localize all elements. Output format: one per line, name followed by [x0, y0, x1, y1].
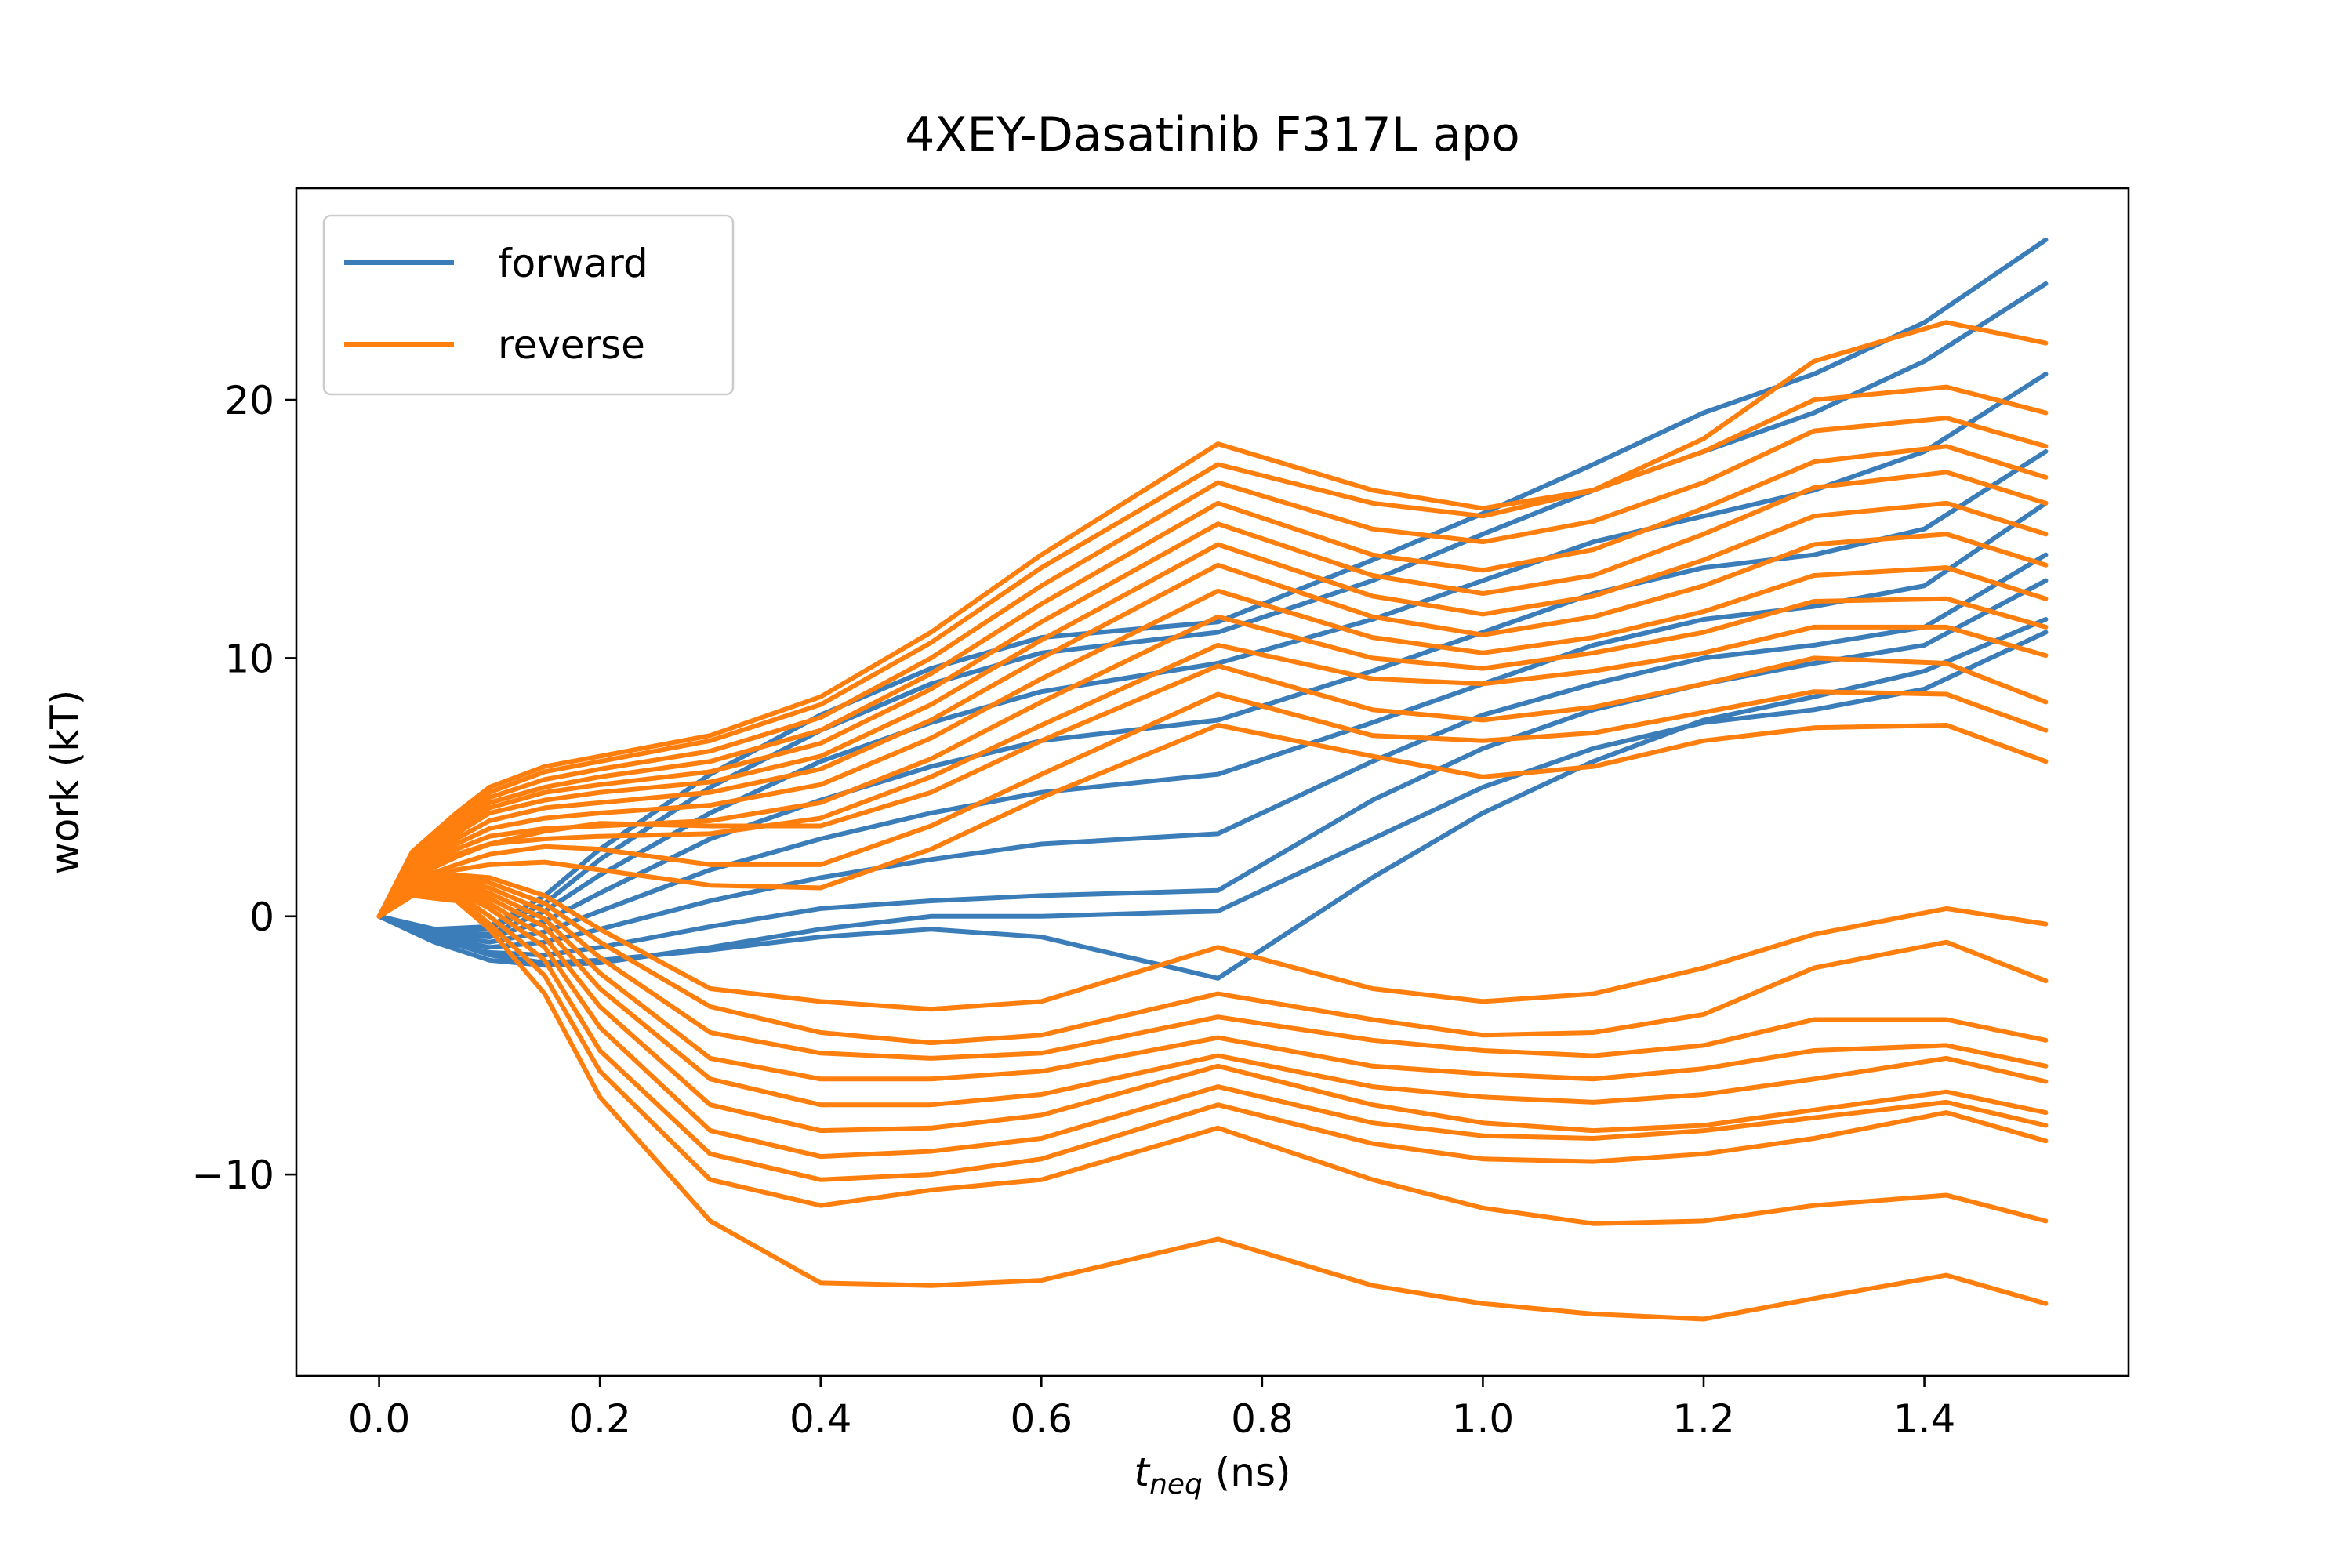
- legend-label-forward: forward: [498, 241, 648, 286]
- reverse-trajectory-20: [376, 887, 2049, 1160]
- y-axis: −10 0 10 20: [191, 378, 296, 1198]
- reverse-trajectory-13: [376, 723, 2049, 919]
- reverse-trajectory-4: [376, 444, 2049, 919]
- reverse-trajectory-19: [376, 885, 2049, 1134]
- reverse-trajectory-7: [376, 532, 2049, 919]
- reverse-trajectory-14: [376, 873, 2049, 1012]
- reverse-trajectory-8: [376, 565, 2049, 919]
- y-axis-label: work (kT): [42, 690, 88, 874]
- x-tick-label: 0.8: [1231, 1396, 1294, 1442]
- reverse-trajectory-21: [376, 891, 2049, 1182]
- reverse-trajectory-5: [376, 470, 2049, 919]
- reverse-trajectory-12: [376, 689, 2049, 919]
- chart-title: 4XEY-Dasatinib F317L apo: [905, 107, 1520, 162]
- reverse-trajectory-22: [376, 893, 2049, 1226]
- reverse-trajectory-6: [376, 500, 2049, 919]
- forward-trajectory-1: [376, 630, 2049, 968]
- y-tick-label: 20: [224, 378, 274, 423]
- series-reverse: [376, 320, 2049, 1322]
- reverse-trajectory-18: [376, 883, 2049, 1108]
- legend-label-reverse: reverse: [498, 322, 645, 368]
- axes-frame: [295, 187, 2130, 1377]
- reverse-trajectory-17: [376, 880, 2049, 1082]
- reverse-trajectory-1: [376, 320, 2049, 919]
- y-tick-label: 10: [224, 636, 274, 681]
- reverse-trajectory-16: [376, 877, 2049, 1061]
- reverse-trajectory-3: [376, 416, 2049, 919]
- x-tick-label: 0.0: [348, 1396, 411, 1442]
- x-tick-label: 1.0: [1452, 1396, 1515, 1442]
- reverse-trajectory-2: [376, 384, 2049, 919]
- reverse-trajectory-9: [376, 596, 2049, 919]
- x-tick-label: 1.2: [1672, 1396, 1735, 1442]
- x-axis-label-subscript: neq: [1149, 1468, 1203, 1501]
- x-axis-label-unit: (ns): [1203, 1450, 1291, 1495]
- x-axis-label: tneq (ns): [1134, 1450, 1290, 1501]
- reverse-trajectory-15: [376, 875, 2049, 1046]
- plot-area: [376, 237, 2049, 1322]
- legend: forward reverse: [322, 214, 735, 396]
- y-tick-label: 0: [249, 895, 274, 940]
- x-tick-label: 0.4: [789, 1396, 852, 1442]
- x-axis: 0.0 0.2 0.4 0.6 0.8 1.0 1.2 1.4: [348, 1376, 1955, 1442]
- reverse-trajectory-23: [376, 893, 2049, 1322]
- x-tick-label: 1.4: [1893, 1396, 1956, 1442]
- x-axis-label-main: t: [1134, 1450, 1151, 1495]
- reverse-trajectory-11: [376, 655, 2049, 919]
- x-tick-label: 0.2: [568, 1396, 631, 1442]
- y-tick-label: −10: [191, 1152, 274, 1198]
- x-tick-label: 0.6: [1011, 1396, 1073, 1442]
